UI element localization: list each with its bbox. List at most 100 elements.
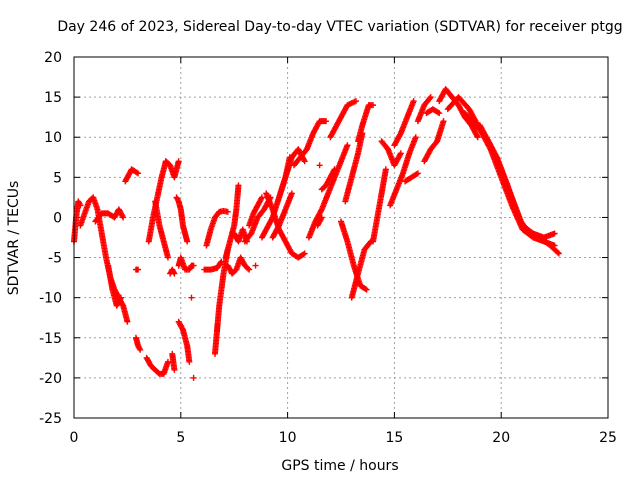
series-arc46 <box>402 170 421 185</box>
data-point <box>434 109 441 116</box>
data-point <box>474 134 481 141</box>
data-point <box>344 142 351 149</box>
series-arc6 <box>132 334 144 353</box>
series-arc29 <box>263 190 308 261</box>
data-point <box>190 262 197 269</box>
data-point <box>133 169 140 176</box>
series-arc47 <box>414 94 434 125</box>
series-arc37 <box>327 98 359 141</box>
data-point <box>235 182 242 189</box>
data-point <box>382 166 389 173</box>
series-arc32 <box>291 118 330 169</box>
data-point <box>436 110 443 117</box>
series-arc45 <box>391 98 417 149</box>
series-arc16 <box>175 318 193 365</box>
data-point <box>397 150 404 157</box>
data-point <box>414 170 421 177</box>
data-point <box>171 270 178 277</box>
data-point <box>117 294 124 301</box>
data-point <box>171 366 178 373</box>
data-point <box>77 202 84 209</box>
data-point <box>188 294 195 301</box>
series-arc15 <box>175 254 197 273</box>
series-arc31 <box>276 146 308 201</box>
data-point <box>124 318 131 325</box>
series-arc38 <box>338 218 370 293</box>
data-point <box>135 266 142 273</box>
y-axis-label: SDTVAR / TECUs <box>6 181 22 296</box>
series-arc20 <box>203 208 231 249</box>
data-point <box>184 238 191 245</box>
data-point <box>258 194 265 201</box>
y-tick-label: 10 <box>44 130 62 146</box>
x-tick-labels: 0 5 10 15 20 25 <box>70 430 617 446</box>
data-point <box>352 98 359 105</box>
data-point <box>331 166 338 173</box>
y-tick-label: 0 <box>53 210 62 226</box>
series-arc5 <box>122 166 142 185</box>
data-point <box>137 346 144 353</box>
data-point <box>300 251 307 258</box>
data-point <box>175 158 182 165</box>
chart-title: Day 246 of 2023, Sidereal Day-to-day VTE… <box>57 19 622 35</box>
series-arc33 <box>305 142 351 241</box>
x-tick-label: 0 <box>70 430 79 446</box>
data-point <box>555 250 562 257</box>
x-tick-label: 20 <box>492 430 510 446</box>
series-arc39 <box>342 130 366 205</box>
series-arc36 <box>318 166 338 193</box>
series-arc13 <box>169 350 178 373</box>
data-point <box>554 249 561 256</box>
x-tick-label: 15 <box>385 430 403 446</box>
y-tick-label: -25 <box>39 411 62 427</box>
series-arc12 <box>167 266 178 277</box>
data-point <box>120 214 127 221</box>
series-arc48 <box>421 118 447 165</box>
data-point <box>186 358 193 365</box>
data-point <box>288 190 295 197</box>
series-arc19 <box>201 258 225 273</box>
data-point <box>190 374 197 381</box>
data-point <box>412 134 419 141</box>
data-point <box>410 98 417 105</box>
x-tick-label: 25 <box>599 430 617 446</box>
data-point <box>316 162 323 169</box>
y-tick-label: 5 <box>53 170 62 186</box>
chart-grid <box>74 57 608 418</box>
data-point <box>224 208 231 215</box>
data-point <box>427 94 434 101</box>
series-arc42 <box>370 166 389 245</box>
series-arc8 <box>143 354 171 377</box>
series-arc34 <box>314 214 325 229</box>
series-arc49 <box>423 106 443 117</box>
data-point <box>164 358 171 365</box>
data-point <box>363 286 370 293</box>
data-point <box>323 118 330 125</box>
series-arc53 <box>476 122 558 241</box>
series-arc11 <box>162 158 182 181</box>
data-point <box>252 262 259 269</box>
y-tick-labels: -25 -20 -15 -10 -5 0 5 10 15 20 <box>39 50 62 427</box>
data-point <box>164 254 171 261</box>
y-tick-label: -20 <box>39 371 62 387</box>
series-arc41 <box>355 102 377 145</box>
data-point <box>413 171 420 178</box>
series-arc35 <box>316 162 323 169</box>
series-arc22 <box>222 182 242 261</box>
series-arc30 <box>269 190 295 241</box>
series-arc43 <box>378 138 404 169</box>
y-tick-label: -10 <box>39 291 62 307</box>
series-arc3 <box>92 206 127 225</box>
data-point <box>370 102 377 109</box>
plot-frame <box>73 56 609 419</box>
x-tick-label: 5 <box>176 430 185 446</box>
series-arc23 <box>224 254 253 277</box>
series-arc17 <box>188 294 195 301</box>
series-arc14 <box>173 194 191 245</box>
x-tick-label: 10 <box>279 430 297 446</box>
series-arc18 <box>190 374 197 381</box>
data-point <box>245 265 252 272</box>
data-points <box>71 86 562 381</box>
series-arc44 <box>387 134 419 209</box>
data-point <box>135 170 142 177</box>
